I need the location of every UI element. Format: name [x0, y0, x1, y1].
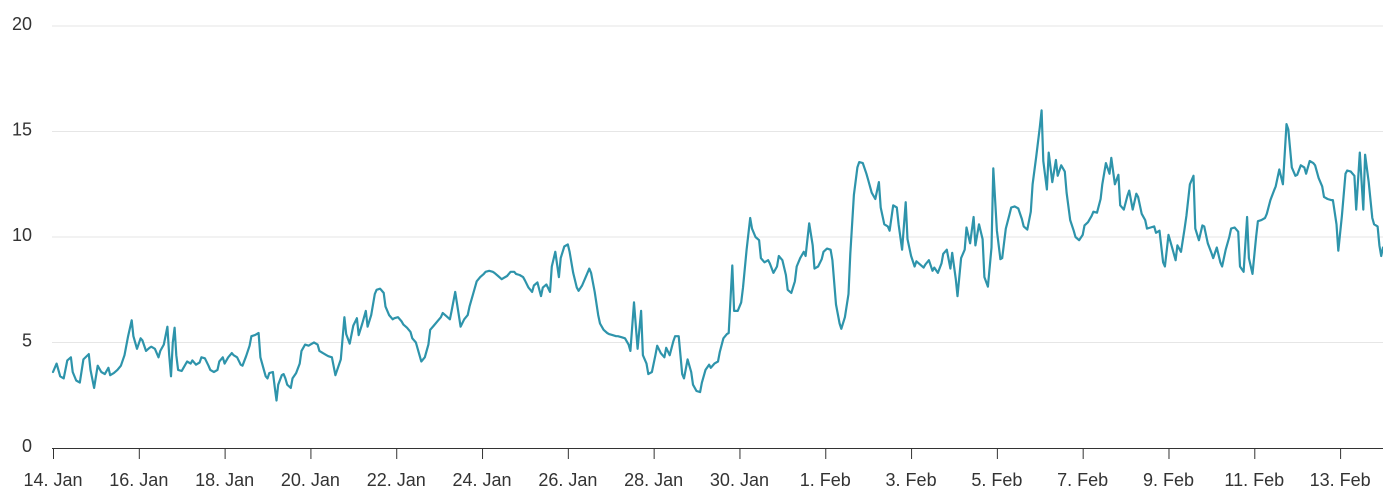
x-axis-label: 5. Feb: [971, 470, 1022, 490]
x-axis-label: 16. Jan: [109, 470, 168, 490]
x-axis-label: 20. Jan: [281, 470, 340, 490]
x-axis-label: 1. Feb: [800, 470, 851, 490]
y-axis-label: 5: [22, 331, 32, 351]
y-axis-label: 10: [12, 225, 32, 245]
x-axis-label: 22. Jan: [367, 470, 426, 490]
x-axis-label: 24. Jan: [453, 470, 512, 490]
data-series-line: [51, 109, 1383, 402]
x-axis-label: 26. Jan: [538, 470, 597, 490]
y-axis-label: 0: [22, 436, 32, 456]
x-axis-label: 30. Jan: [710, 470, 769, 490]
y-axis-label: 20: [12, 14, 32, 34]
x-axis-label: 7. Feb: [1057, 470, 1108, 490]
x-axis-label: 14. Jan: [23, 470, 82, 490]
y-axis-label: 15: [12, 120, 32, 140]
x-axis-label: 18. Jan: [195, 470, 254, 490]
x-axis-label: 3. Feb: [886, 470, 937, 490]
x-axis-label: 28. Jan: [624, 470, 683, 490]
x-axis-label: 11. Feb: [1224, 470, 1284, 490]
x-axis-label: 13. Feb: [1310, 470, 1371, 490]
x-axis-label: 9. Feb: [1143, 470, 1194, 490]
